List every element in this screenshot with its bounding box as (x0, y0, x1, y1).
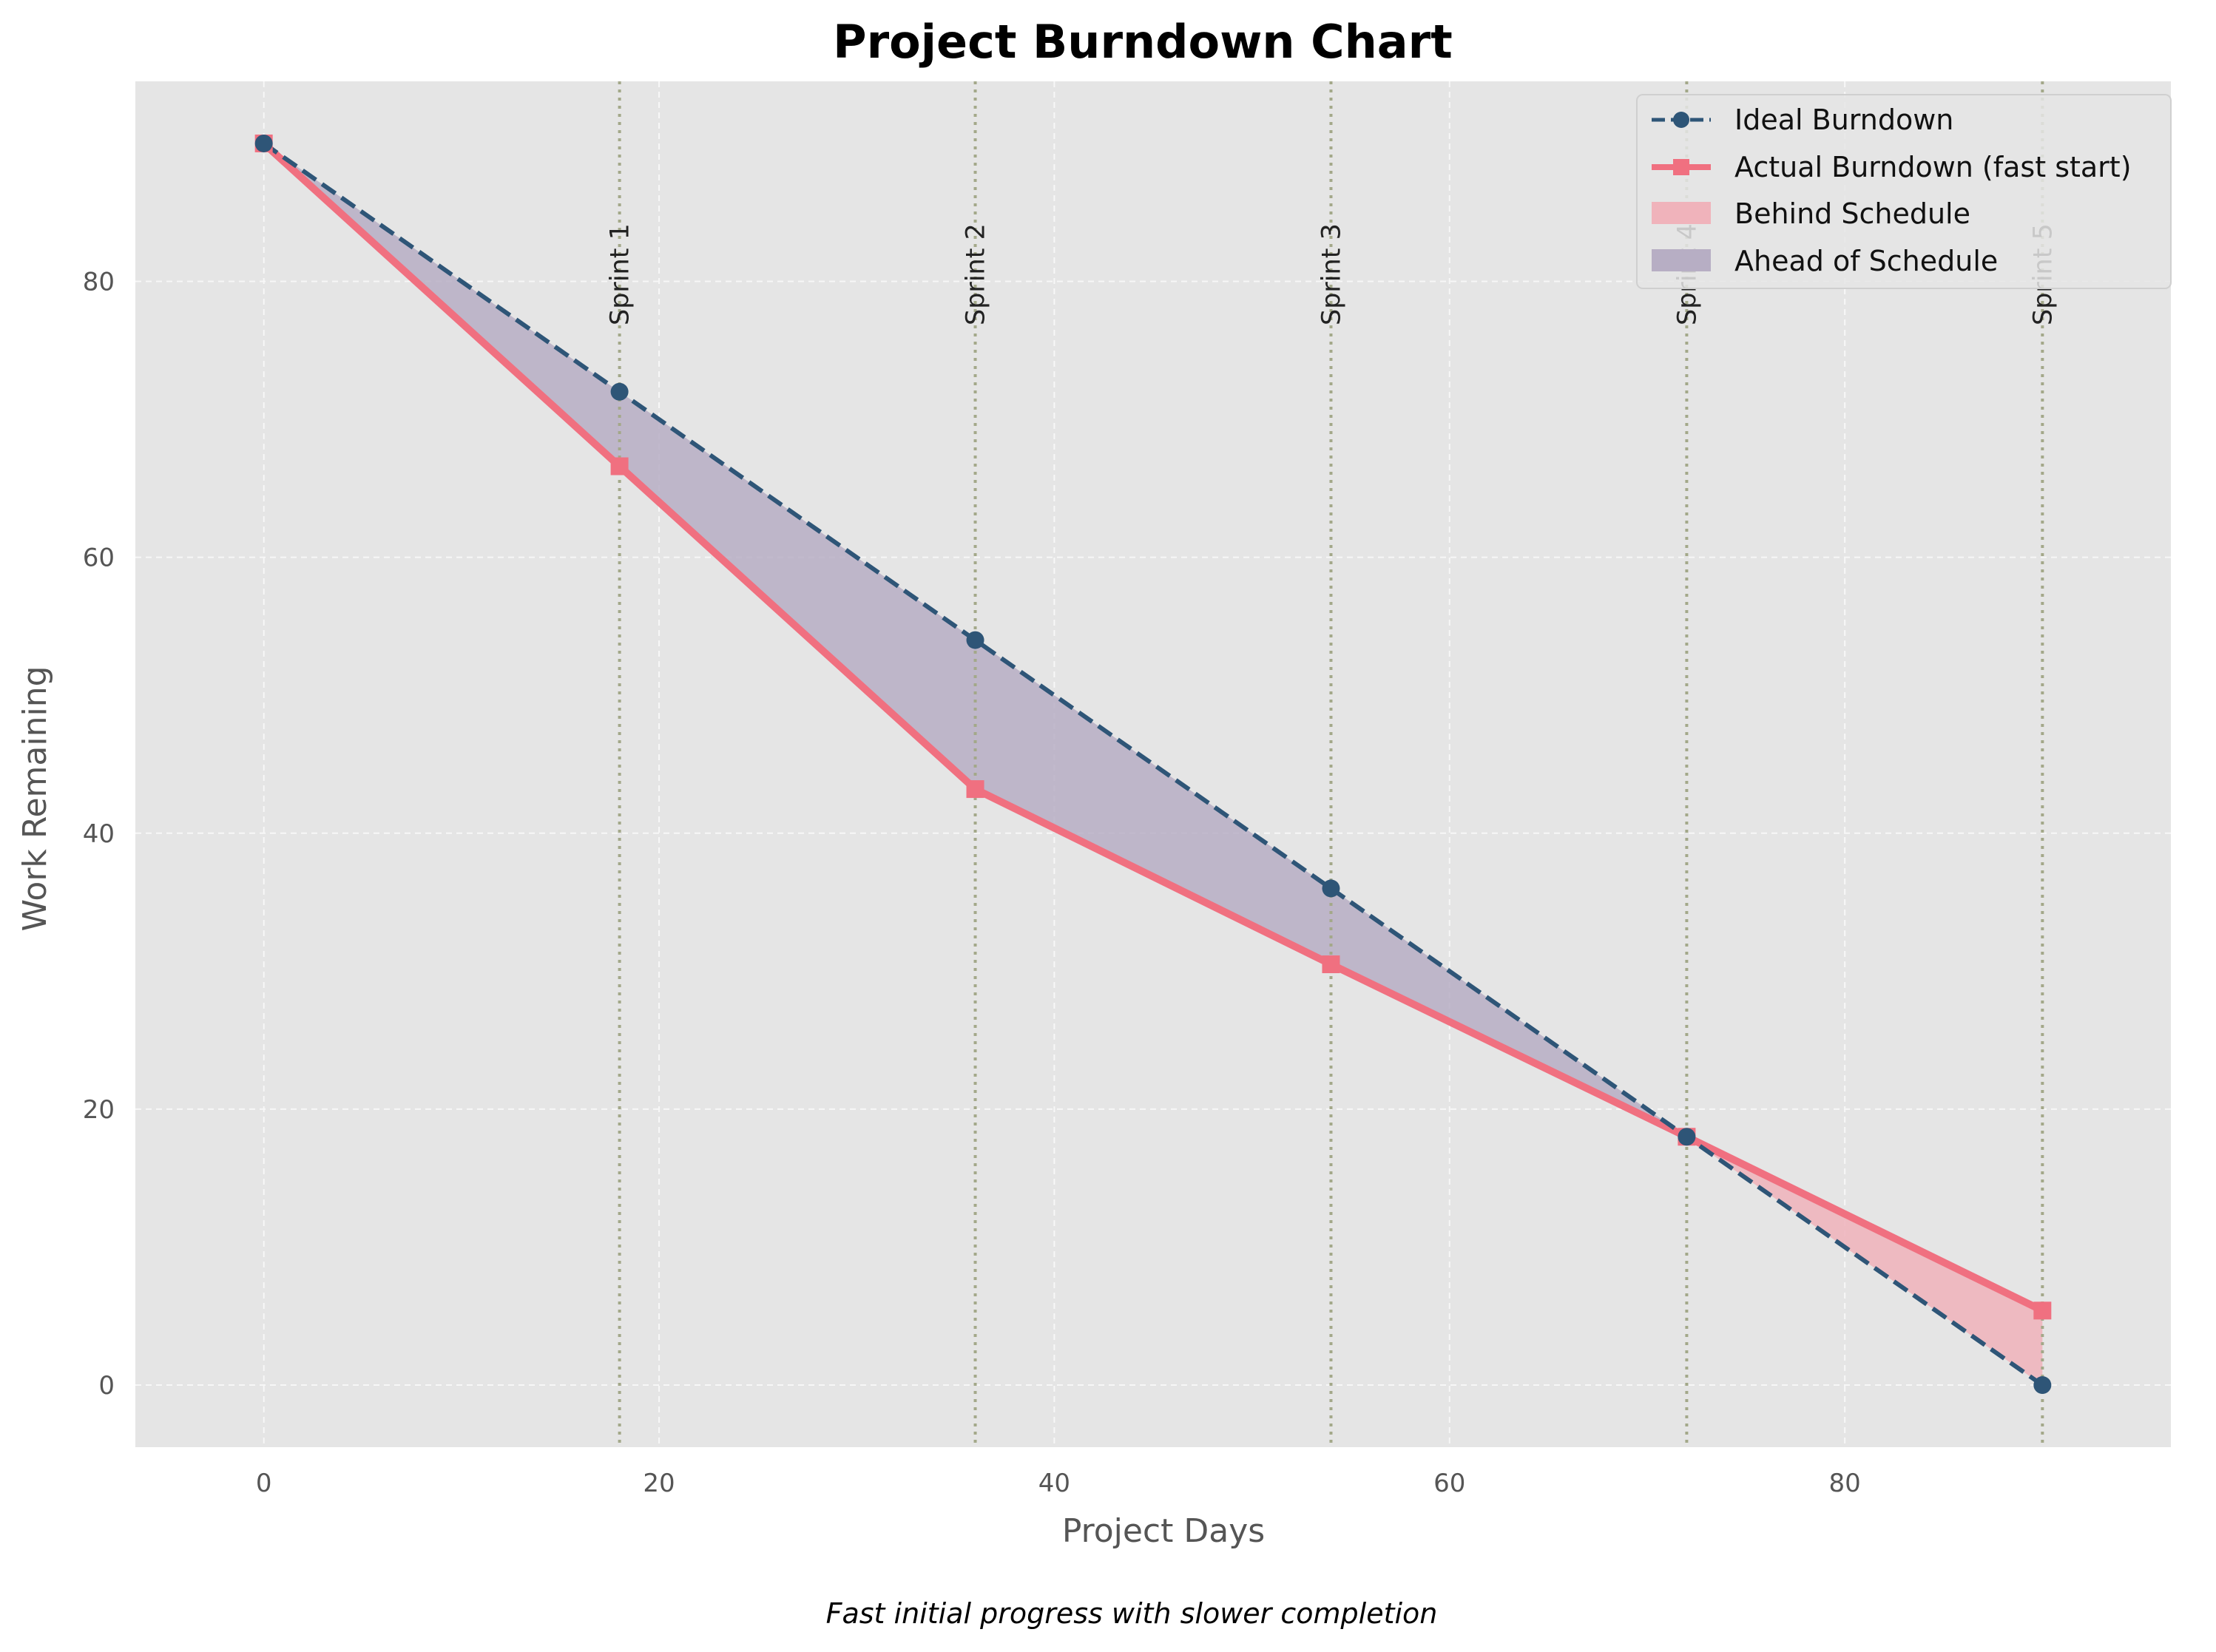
legend-actual-marker (1673, 159, 1689, 175)
legend-ahead-swatch (1652, 249, 1711, 271)
y-tick-label: 40 (83, 819, 115, 849)
ideal-burndown-point (1322, 879, 1340, 897)
ideal-burndown-point (611, 383, 629, 401)
y-axis-label: Work Remaining (16, 666, 54, 931)
legend: Ideal Burndown Actual Burndown (fast sta… (1637, 95, 2171, 288)
ideal-burndown-point (2033, 1376, 2051, 1394)
y-tick-label: 80 (83, 268, 115, 297)
sprint-label: Sprint 3 (1317, 223, 1346, 325)
x-axis-label: Project Days (1062, 1512, 1265, 1550)
ideal-burndown-point (967, 632, 984, 649)
legend-behind-swatch (1652, 202, 1711, 224)
x-tick-label: 20 (643, 1469, 675, 1498)
y-tick-label: 0 (98, 1371, 115, 1401)
actual-burndown-point (967, 780, 984, 798)
legend-ahead-label: Ahead of Schedule (1734, 245, 1998, 277)
sprint-label: Sprint 2 (962, 223, 991, 325)
x-tick-label: 60 (1433, 1469, 1465, 1498)
y-tick-label: 60 (83, 544, 115, 573)
ideal-burndown-point (1678, 1128, 1695, 1145)
x-tick-label: 80 (1829, 1469, 1861, 1498)
actual-burndown-point (611, 458, 629, 475)
legend-ideal-label: Ideal Burndown (1734, 104, 1953, 136)
legend-ideal-marker (1673, 112, 1689, 128)
x-tick-label: 40 (1038, 1469, 1070, 1498)
chart-title: Project Burndown Chart (833, 15, 1453, 69)
actual-burndown-point (1322, 955, 1340, 973)
y-tick-label: 20 (83, 1095, 115, 1125)
legend-behind-label: Behind Schedule (1734, 197, 1970, 230)
chart-caption: Fast initial progress with slower comple… (826, 1597, 1438, 1630)
sprint-label: Sprint 1 (606, 223, 635, 325)
legend-actual-label: Actual Burndown (fast start) (1734, 151, 2132, 183)
ideal-burndown-point (255, 135, 273, 152)
x-tick-label: 0 (256, 1469, 272, 1498)
actual-burndown-point (2033, 1301, 2051, 1319)
